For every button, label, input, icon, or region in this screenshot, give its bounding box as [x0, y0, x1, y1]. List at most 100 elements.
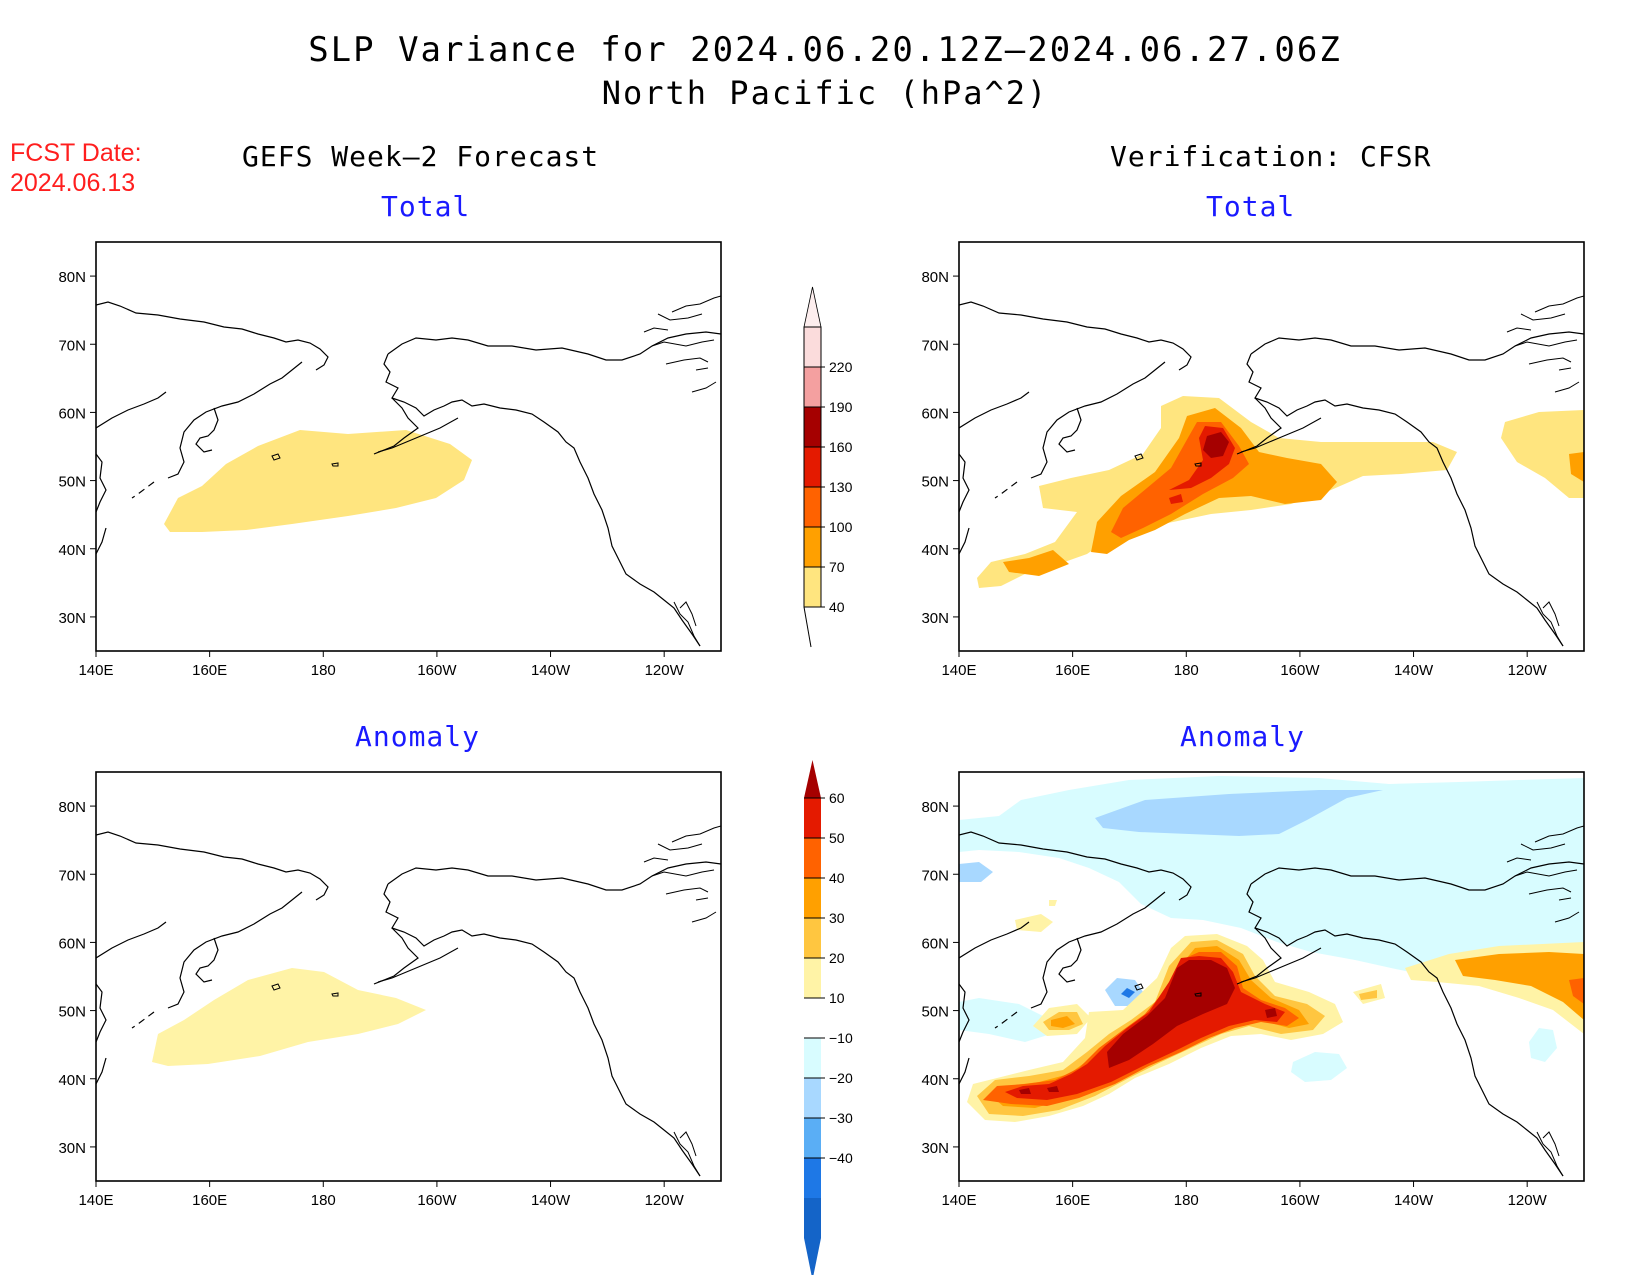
colorbar-anomaly-swatch [804, 998, 821, 1038]
contour-fill-neg30 [1121, 988, 1135, 998]
axes-verification-total: 140E 160E 180 160W 140W 120W 80N 70N 60N 50N 40N 30… [921, 269, 1547, 679]
colorbar-anomaly-swatch [804, 918, 821, 958]
colorbar-anomaly-swatch [804, 958, 821, 998]
colorbar-total-label: 100 [829, 519, 853, 535]
colorbar-anomaly-swatch [804, 1078, 821, 1118]
lat-tick-label: 70N [921, 337, 949, 354]
colorbar-total-max-arrow [803, 286, 822, 328]
colorbar-anomaly-label: −20 [829, 1070, 853, 1086]
figure-title: SLP Variance for 2024.06.20.12Z–2024.06.… [308, 30, 1342, 70]
lon-tick-label: 120W [1508, 662, 1548, 679]
colorbar-total-swatch [804, 567, 821, 607]
lon-tick-label: 120W [1508, 1192, 1548, 1209]
colorbar-total-swatch [804, 487, 821, 527]
contour-fill-60 [1019, 960, 1277, 1094]
lon-tick-label: 180 [1174, 1192, 1199, 1209]
fcst-date-label: FCST Date: [10, 139, 142, 167]
contour-fill-40-east [1501, 410, 1584, 498]
lon-tick-label: 120W [645, 1192, 685, 1209]
column-title-forecast: GEFS Week–2 Forecast [242, 140, 600, 173]
colorbar-anomaly-max-arrow [804, 760, 821, 798]
fcst-date-value: 2024.06.13 [10, 169, 136, 197]
lat-tick-label: 30N [58, 610, 86, 627]
lat-tick-label: 80N [58, 799, 86, 816]
colorbar-anomaly-label: 30 [829, 910, 845, 926]
lat-tick-label: 50N [58, 474, 86, 491]
axes-verification-anomaly: 140E 160E 180 160W 140W 120W 80N 70N 60N 50N 40N 30… [921, 799, 1547, 1209]
map-forecast-anomaly [95, 771, 722, 1182]
colorbar-total-swatch [804, 447, 821, 487]
map-verification-anomaly [958, 771, 1585, 1182]
contour-fill-70 [1003, 550, 1069, 576]
colorbar-anomaly-label: −40 [829, 1150, 853, 1166]
lat-tick-label: 40N [58, 542, 86, 559]
lat-tick-label: 60N [58, 935, 86, 952]
lon-tick-label: 160W [417, 1192, 457, 1209]
lon-tick-label: 140W [1394, 662, 1434, 679]
lat-tick-label: 60N [921, 935, 949, 952]
lon-tick-label: 140E [941, 1192, 976, 1209]
lon-tick-label: 140W [1394, 1192, 1434, 1209]
lat-tick-label: 80N [921, 269, 949, 286]
lat-tick-label: 80N [58, 269, 86, 286]
colorbar-anomaly-swatch [804, 878, 821, 918]
contour-fill-70-east [1569, 452, 1584, 482]
lon-tick-label: 180 [311, 662, 336, 679]
colorbar-anomaly-label: 50 [829, 830, 845, 846]
colorbar-total-label: 130 [829, 479, 853, 495]
colorbar-anomaly-swatch [804, 1158, 821, 1198]
colorbar-anomaly-swatch [804, 1118, 821, 1158]
colorbar-anomaly-label: 10 [829, 990, 845, 1006]
colorbar-anomaly-swatch [804, 1198, 821, 1238]
lon-tick-label: 160E [192, 662, 227, 679]
colorbar-anomaly-min-arrow [804, 1238, 821, 1275]
colorbar-anomaly-label: −10 [829, 1030, 853, 1046]
colorbar-total-swatch [804, 527, 821, 567]
lat-tick-label: 30N [921, 1140, 949, 1157]
lat-tick-label: 70N [921, 867, 949, 884]
colorbar-anomaly-swatch [804, 798, 821, 838]
lat-tick-label: 40N [921, 1072, 949, 1089]
lat-tick-label: 40N [58, 1072, 86, 1089]
colorbar-total-swatch [804, 367, 821, 407]
colorbar-total-swatch [804, 407, 821, 447]
map-verification-total [958, 241, 1585, 652]
lat-tick-label: 40N [921, 542, 949, 559]
colorbar-total: 40 70 100 130 160 190 220 [803, 286, 853, 648]
lat-tick-label: 50N [58, 1004, 86, 1021]
colorbar-total-label: 190 [829, 399, 853, 415]
colorbar-anomaly-label: 40 [829, 870, 845, 886]
lat-tick-label: 70N [58, 337, 86, 354]
lat-tick-label: 80N [921, 799, 949, 816]
lat-tick-label: 50N [921, 474, 949, 491]
map-forecast-total [95, 241, 722, 652]
lon-tick-label: 160W [1280, 662, 1320, 679]
lon-tick-label: 140W [531, 662, 571, 679]
colorbar-anomaly-label: −30 [829, 1110, 853, 1126]
contour-fill-neg20 [959, 790, 1383, 1006]
lat-tick-label: 50N [921, 1004, 949, 1021]
lon-tick-label: 160E [1055, 1192, 1090, 1209]
lat-tick-label: 30N [921, 610, 949, 627]
colorbar-anomaly: 60 50 40 30 20 10 −10 −20 −30 −40 [804, 760, 853, 1275]
axes-forecast-total: 140E 160E 180 160W 140W 120W 80N 70N 60N 50N 40N 30… [58, 269, 684, 679]
contour-fill-160 [1203, 432, 1229, 458]
panel-title-forecast-total: Total [381, 190, 471, 223]
panel-title-forecast-anomaly: Anomaly [355, 720, 481, 753]
colorbar-anomaly-label: 20 [829, 950, 845, 966]
lon-tick-label: 160W [1280, 1192, 1320, 1209]
colorbar-total-label: 70 [829, 559, 845, 575]
colorbar-total-label: 220 [829, 359, 853, 375]
lon-tick-label: 120W [645, 662, 685, 679]
fcst-date-block: FCST Date: 2024.06.13 [10, 138, 142, 198]
lon-tick-label: 180 [311, 1192, 336, 1209]
colorbar-total-label: 160 [829, 439, 853, 455]
figure-subtitle: North Pacific (hPa^2) [601, 74, 1049, 112]
lon-tick-label: 180 [1174, 662, 1199, 679]
colorbar-total-label: 40 [829, 599, 845, 615]
colorbar-anomaly-swatch [804, 1038, 821, 1078]
contour-fill-10 [152, 968, 426, 1066]
contour-fill-neg10-west [959, 998, 1051, 1042]
contour-fill-40 [164, 430, 472, 532]
